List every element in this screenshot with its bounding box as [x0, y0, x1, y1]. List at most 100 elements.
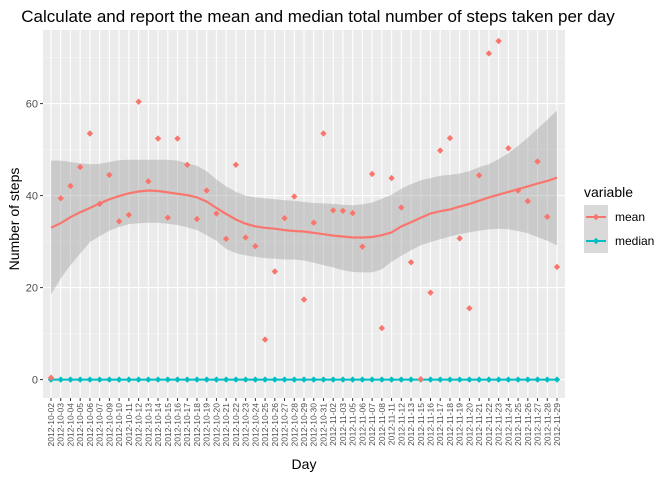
median-point [553, 376, 561, 383]
median-point [145, 376, 152, 383]
mean-point [359, 243, 366, 250]
x-tick-label: 2012-10-21 [221, 403, 231, 447]
x-axis-ticks: 2012-10-02 2012-10-03 2012-10-04 2012-10-05… [46, 398, 562, 446]
mean-point [222, 235, 230, 243]
mean-point [553, 263, 561, 271]
mean-point [388, 174, 395, 182]
x-tick-label: 2012-10-06 [85, 403, 95, 447]
mean-point [57, 195, 64, 202]
mean-point [427, 289, 434, 296]
median-point [388, 376, 395, 383]
x-tick-label: 2012-10-17 [182, 403, 192, 447]
median-point [164, 376, 171, 383]
median-point [291, 376, 298, 383]
mean-point [505, 145, 512, 152]
legend-label-mean: mean [615, 210, 645, 224]
major-gridlines [43, 30, 565, 398]
median-point [368, 376, 376, 383]
y-tick-label: 40 [26, 191, 38, 203]
x-tick-label: 2012-11-20 [464, 403, 474, 446]
x-tick-label: 2012-11-15 [416, 403, 426, 446]
x-tick-label: 2012-10-04 [65, 403, 75, 447]
median-point [252, 376, 259, 383]
mean-point [203, 187, 210, 194]
median-point [86, 376, 94, 383]
x-tick-label: 2012-11-17 [435, 403, 445, 446]
x-tick-label: 2012-11-19 [455, 403, 465, 446]
median-point [213, 376, 220, 383]
mean-point [485, 50, 493, 57]
mean-point [320, 130, 327, 137]
x-tick-label: 2012-10-13 [143, 403, 153, 447]
x-tick-label: 2012-10-29 [299, 403, 309, 447]
y-axis-title: Number of steps [6, 168, 22, 271]
mean-point [466, 305, 473, 312]
mean-point [145, 178, 152, 185]
x-tick-label: 2012-11-18 [445, 403, 455, 446]
median-point [544, 376, 551, 383]
x-tick-label: 2012-10-12 [134, 403, 144, 447]
confidence-band [51, 110, 557, 295]
median-point [514, 376, 522, 383]
mean-point [232, 161, 240, 168]
median-point [359, 376, 366, 383]
median-point [174, 376, 181, 383]
x-tick-label: 2012-10-16 [173, 403, 183, 447]
mean-point [125, 211, 133, 219]
x-tick-label: 2012-11-02 [328, 403, 338, 446]
median-point [437, 376, 444, 383]
x-tick-label: 2012-10-14 [153, 403, 163, 447]
x-tick-label: 2012-10-28 [289, 403, 299, 447]
x-tick-label: 2012-10-03 [56, 403, 66, 447]
mean-point [174, 135, 181, 142]
x-tick-label: 2012-10-09 [104, 403, 114, 447]
median-point [67, 376, 74, 383]
confidence-band-area [51, 110, 557, 295]
x-tick-label: 2012-11-11 [387, 403, 397, 445]
x-tick-label: 2012-11-22 [484, 403, 494, 446]
mean-point [524, 197, 532, 205]
median-point [485, 376, 493, 383]
mean-point [475, 172, 483, 179]
x-tick-label: 2012-10-02 [46, 403, 56, 447]
mean-point [339, 207, 347, 214]
median-point [154, 376, 162, 383]
x-tick-label: 2012-10-07 [95, 403, 105, 447]
mean-point [164, 214, 171, 221]
mean-point [300, 296, 308, 303]
mean-point [271, 268, 279, 275]
mean-point [495, 37, 502, 45]
mean-point [544, 213, 551, 220]
mean-point [291, 193, 298, 200]
mean-point [310, 219, 317, 226]
legend: variable mean median [584, 184, 654, 253]
median-point [505, 376, 512, 383]
legend-label-median: median [615, 234, 654, 248]
mean-point [437, 147, 444, 154]
x-tick-label: 2012-11-27 [533, 403, 543, 446]
x-tick-label: 2012-11-07 [367, 403, 377, 446]
x-tick-label: 2012-10-23 [241, 403, 251, 447]
median-point [495, 376, 502, 383]
mean-point [456, 235, 463, 242]
median-point [427, 376, 434, 383]
median-point [475, 376, 483, 383]
x-tick-label: 2012-10-18 [192, 403, 202, 447]
mean-point [47, 374, 55, 381]
mean-point [242, 234, 249, 241]
median-point [242, 376, 249, 383]
x-tick-label: 2012-10-31 [318, 403, 328, 447]
x-tick-label: 2012-11-25 [513, 403, 523, 446]
smooth-line [50, 176, 558, 239]
x-tick-label: 2012-10-11 [124, 403, 134, 446]
x-tick-label: 2012-11-13 [406, 403, 416, 446]
median-point [125, 376, 133, 383]
median-point [184, 376, 191, 383]
median-point [193, 376, 201, 383]
mean-point [154, 135, 162, 142]
mean-point [86, 130, 94, 137]
x-tick-label: 2012-10-26 [270, 403, 280, 447]
x-tick-label: 2012-10-24 [250, 403, 260, 447]
mean-point [261, 336, 269, 343]
x-tick-label: 2012-10-20 [211, 403, 221, 447]
